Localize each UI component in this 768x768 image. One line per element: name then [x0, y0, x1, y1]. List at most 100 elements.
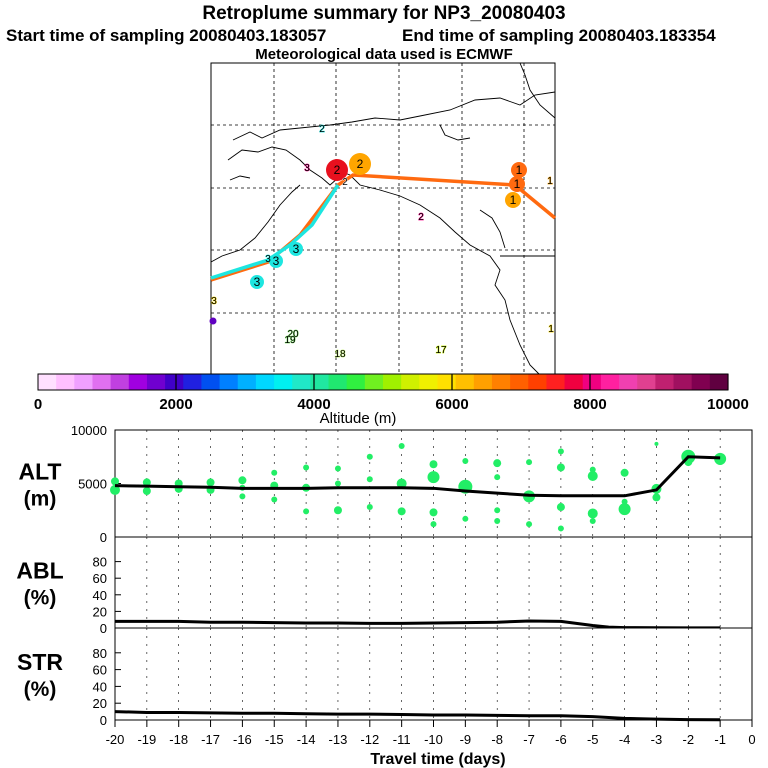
x-axis-tick-label: -8	[491, 732, 503, 747]
colorbar-swatch	[128, 374, 148, 390]
map-marker-circle	[289, 242, 303, 256]
colorbar-swatch	[146, 374, 166, 390]
map-marker-dot	[209, 317, 217, 325]
map-marker-label: 2	[334, 163, 341, 177]
map-marker-label: 1	[514, 177, 521, 191]
panel-ytick-label: 60	[93, 571, 107, 586]
altitude-scatter-point	[206, 478, 215, 487]
x-axis-tick-label: -13	[329, 732, 348, 747]
altitude-scatter-point	[494, 507, 501, 514]
panel-yunit: (%)	[24, 678, 57, 701]
map-graticule	[211, 63, 555, 375]
altitude-scatter-point	[397, 507, 406, 516]
altitude-scatter-point	[366, 476, 373, 483]
panel-ytick-label: 40	[93, 679, 107, 694]
altitude-scatter-point	[271, 469, 278, 476]
map-marker-circle	[269, 254, 283, 268]
map-marker-circle	[505, 192, 521, 208]
altitude-scatter-point	[303, 464, 310, 471]
x-axis-tick-label: -6	[555, 732, 567, 747]
colorbar-swatch	[110, 374, 130, 390]
colorbar-swatch	[183, 374, 203, 390]
altitude-scatter-point	[618, 503, 631, 516]
altitude-scatter-point	[111, 477, 119, 486]
colorbar-swatch	[328, 374, 348, 390]
altitude-scatter-point	[556, 503, 565, 512]
x-axis-tick-label: -15	[265, 732, 284, 747]
map-marker-circle	[509, 176, 525, 192]
map-marker-circle	[511, 162, 527, 178]
altitude-scatter-point	[493, 459, 502, 468]
colorbar-swatch	[491, 374, 511, 390]
altitude-scatter-point	[334, 480, 341, 487]
altitude-scatter-point	[652, 493, 661, 502]
panel-ytick-label: 80	[93, 555, 107, 570]
colorbar-swatch	[473, 374, 493, 390]
x-axis-tick-label: -16	[233, 732, 252, 747]
altitude-scatter-point	[589, 466, 596, 473]
altitude-scatter-point	[462, 515, 469, 522]
altitude-scatter-point	[239, 493, 246, 500]
x-axis: -20 -19 -18 -17 -16 -15 -14 -13 -12 -11 -10 -9 -8 -7-…	[106, 720, 756, 768]
colorbar-tick-label: 6000	[435, 396, 468, 413]
map-frame	[210, 62, 556, 376]
panel-ytick-label: 0	[100, 713, 107, 728]
panel-ylabel: STR	[17, 649, 63, 675]
colorbar-swatch	[528, 374, 548, 390]
altitude-scatter-point	[142, 478, 151, 487]
colorbar-swatch	[510, 374, 529, 390]
altitude-scatter-point	[429, 508, 438, 517]
colorbar-swatch	[219, 374, 239, 390]
colorbar-tick-label: 8000	[573, 396, 606, 413]
time-series-panels: 1000050000ALT(m)806040200ABL(%)806040200…	[16, 423, 755, 768]
altitude-scatter-point	[303, 508, 310, 515]
altitude-scatter-point	[238, 476, 247, 485]
colorbar-label: Altitude (m)	[320, 410, 397, 427]
map-marker-circle	[326, 159, 348, 181]
colorbar-swatch	[546, 374, 566, 390]
colorbar-swatch	[673, 374, 693, 390]
panel-ytick-label: 60	[93, 663, 107, 678]
x-axis-label: Travel time (days)	[370, 751, 505, 768]
altitude-scatter-point	[621, 498, 628, 505]
altitude-colorbar: 0 2000 4000 6000 8000 10000 Altitude (m)	[34, 373, 749, 427]
panel-ytick-label: 0	[100, 621, 107, 636]
colorbar-swatch	[92, 374, 112, 390]
colorbar-swatch	[709, 374, 729, 390]
panel-ytick-label: 40	[93, 588, 107, 603]
map-marker-label: 3	[265, 254, 271, 265]
panel-ytick-label: 20	[93, 696, 107, 711]
map-marker-label: 3	[211, 296, 217, 307]
altitude-scatter-point	[557, 525, 564, 532]
x-axis-tick-label: -1	[714, 732, 726, 747]
altitude-scatter-point	[110, 484, 120, 495]
panel-ytick-label: 80	[93, 646, 107, 661]
panel-series-line	[114, 455, 721, 498]
altitude-scatter-point	[366, 453, 373, 460]
panel-frame	[114, 627, 753, 721]
colorbar-swatch	[255, 374, 275, 390]
altitude-scatter-point	[589, 517, 596, 524]
altitude-scatter-point	[396, 478, 407, 489]
x-axis-tick-label: -4	[619, 732, 631, 747]
x-axis-tick-label: -12	[360, 732, 379, 747]
x-axis-tick-label: -11	[393, 732, 411, 747]
colorbar-swatch	[38, 374, 57, 390]
colorbar-swatch	[637, 374, 656, 390]
colorbar-swatch	[437, 374, 457, 390]
altitude-scatter-point	[494, 474, 501, 481]
altitude-scatter-point	[271, 496, 278, 503]
colorbar-swatch	[582, 374, 602, 390]
colorbar-swatch	[165, 374, 184, 390]
panel-series-line	[115, 619, 721, 630]
map-marker-label: 1	[510, 193, 517, 207]
altitude-scatter-point	[494, 517, 501, 524]
colorbar-swatch	[619, 374, 638, 390]
panel-yunit: (m)	[24, 488, 57, 511]
colorbar-swatch	[237, 374, 257, 390]
altitude-scatter-point	[587, 508, 598, 519]
